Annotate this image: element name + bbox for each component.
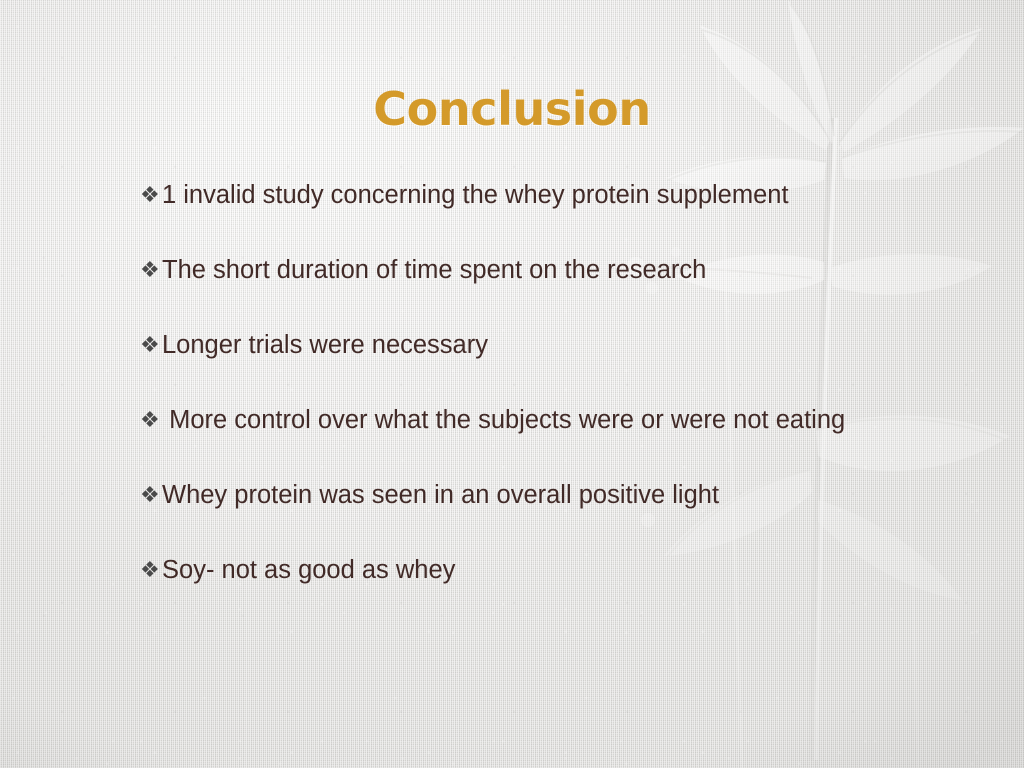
list-item-label: Whey protein was seen in an overall posi… <box>162 481 720 509</box>
diamond-bullet-icon: ❖ <box>140 333 160 358</box>
list-item: ❖ 1 invalid study concerning the whey pr… <box>140 178 960 213</box>
diamond-bullet-icon: ❖ <box>140 183 160 208</box>
diamond-bullet-icon: ❖ <box>140 408 160 433</box>
list-item: ❖ The short duration of time spent on th… <box>140 253 960 288</box>
list-item-label: 1 invalid study concerning the whey prot… <box>162 181 789 209</box>
list-item-label: Soy- not as good as whey <box>162 556 456 584</box>
diamond-bullet-icon: ❖ <box>140 558 160 583</box>
bullet-list: ❖ 1 invalid study concerning the whey pr… <box>140 178 960 588</box>
diamond-bullet-icon: ❖ <box>140 258 160 283</box>
list-item: ❖ Whey protein was seen in an overall po… <box>140 478 960 513</box>
diamond-bullet-icon: ❖ <box>140 483 160 508</box>
list-item: ❖ More control over what the subjects we… <box>140 403 960 438</box>
list-item: ❖ Longer trials were necessary <box>140 328 960 363</box>
list-item: ❖ Soy- not as good as whey <box>140 553 960 588</box>
slide-title: Conclusion <box>373 82 651 136</box>
list-item-label: Longer trials were necessary <box>162 331 488 359</box>
list-item-label: More control over what the subjects were… <box>162 406 846 434</box>
list-item-label: The short duration of time spent on the … <box>162 256 707 284</box>
